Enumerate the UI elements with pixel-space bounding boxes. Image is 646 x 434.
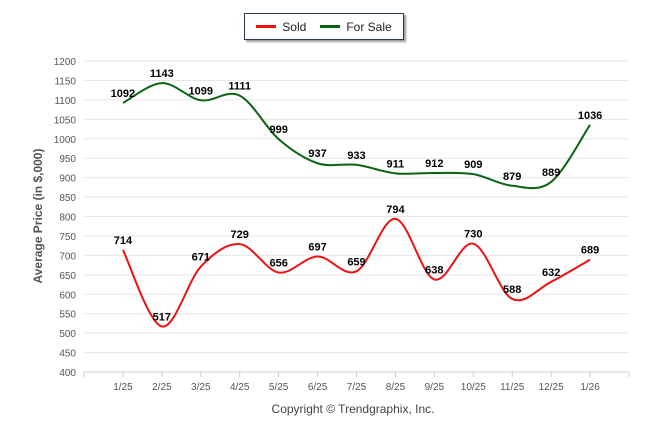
y-tick-label: 1200	[54, 57, 77, 68]
x-tick-label: 12/25	[539, 382, 564, 393]
x-tick-label: 2/25	[152, 382, 172, 393]
data-label: 714	[114, 235, 133, 247]
data-label: 1092	[111, 88, 135, 100]
x-tick-label: 1/25	[113, 382, 133, 393]
legend-item-sold[interactable]: Sold	[256, 20, 306, 34]
y-tick-label: 700	[59, 251, 76, 262]
y-tick-label: 1150	[54, 76, 76, 87]
y-tick-label: 600	[59, 290, 76, 301]
y-tick-label: 800	[59, 213, 76, 224]
data-label: 638	[425, 264, 443, 276]
y-tick-label: 1000	[54, 135, 77, 146]
data-label: 517	[153, 312, 171, 324]
data-label: 794	[386, 204, 405, 216]
x-tick-label: 3/25	[191, 382, 211, 393]
data-label: 632	[542, 267, 560, 279]
x-tick-label: 6/25	[308, 382, 328, 393]
legend-item-for-sale[interactable]: For Sale	[320, 19, 392, 34]
data-label: 729	[231, 229, 249, 241]
data-label: 1099	[189, 85, 213, 97]
data-label: 999	[269, 124, 287, 136]
data-label: 912	[425, 158, 443, 170]
data-label: 879	[503, 171, 521, 183]
data-label: 697	[308, 242, 326, 254]
data-label: 659	[347, 256, 365, 268]
y-tick-label: 1050	[54, 115, 77, 126]
legend-swatch-sold	[256, 25, 277, 28]
data-label: 730	[464, 229, 482, 241]
data-label: 933	[347, 150, 365, 162]
x-tick-label: 10/25	[461, 382, 486, 393]
x-tick-label: 11/25	[500, 382, 525, 393]
x-tick-label: 4/25	[230, 382, 250, 393]
y-tick-label: 550	[59, 310, 76, 321]
data-label: 1036	[578, 110, 602, 122]
data-label: 889	[542, 167, 560, 179]
data-label: 1143	[150, 68, 174, 80]
y-tick-label: 1100	[54, 96, 76, 107]
y-tick-label: 850	[59, 193, 76, 204]
data-label: 1111	[228, 81, 251, 93]
series-line-for-sale	[122, 82, 591, 190]
y-tick-label: 450	[59, 349, 76, 360]
data-label: 671	[192, 252, 210, 264]
legend: Sold For Sale	[244, 13, 404, 40]
data-label: 689	[581, 245, 599, 257]
legend-swatch-for-sale	[320, 25, 341, 28]
y-tick-label: 950	[59, 154, 76, 165]
x-tick-label: 1/26	[580, 382, 600, 393]
y-tick-label: 900	[59, 174, 76, 185]
series-line-sold	[122, 217, 591, 328]
y-tick-label: 750	[59, 232, 76, 243]
x-tick-label: 8/25	[386, 382, 406, 393]
x-tick-label: 9/25	[425, 382, 445, 393]
data-label: 937	[308, 148, 326, 160]
legend-label: Sold	[282, 19, 307, 34]
x-tick-label: 5/25	[269, 382, 289, 393]
footer-copyright: Copyright © Trendgraphix, Inc.	[272, 402, 435, 416]
legend-label: For Sale	[346, 19, 392, 34]
y-tick-label: 400	[59, 368, 76, 379]
data-label: 909	[464, 159, 482, 171]
y-axis-label: Average Price (in $,000)	[31, 149, 45, 284]
data-label: 656	[269, 257, 287, 269]
x-tick-label: 7/25	[347, 382, 367, 393]
data-label: 911	[387, 158, 405, 170]
y-tick-label: 500	[59, 329, 76, 340]
y-tick-label: 650	[59, 271, 76, 282]
data-label: 588	[503, 284, 521, 296]
